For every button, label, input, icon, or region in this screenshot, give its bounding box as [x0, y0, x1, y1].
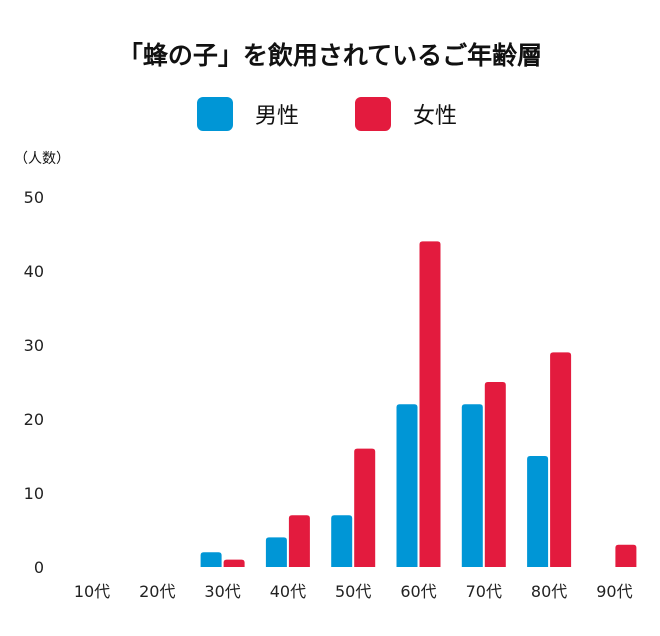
x-tick-label: 60代: [400, 582, 436, 601]
x-tick-label: 30代: [204, 582, 240, 601]
y-tick-label: 0: [34, 558, 44, 577]
bar-female-50代: [354, 448, 376, 567]
legend-item-male: 男性: [197, 97, 299, 131]
bar-male-80代: [527, 456, 549, 567]
y-tick-label: 30: [24, 336, 44, 355]
bar-female-70代: [484, 382, 506, 567]
y-tick-label: 20: [24, 410, 44, 429]
bar-female-40代: [288, 515, 310, 567]
x-tick-label: 20代: [139, 582, 175, 601]
legend-item-female: 女性: [355, 97, 457, 131]
bar-female-60代: [419, 241, 441, 567]
chart-title: 「蜂の子」を飲用されているご年齢層: [117, 41, 543, 70]
bar-male-40代: [265, 537, 287, 567]
x-tick-label: 40代: [270, 582, 306, 601]
bar-male-60代: [396, 404, 418, 567]
y-axis-label: （人数）: [14, 151, 70, 167]
x-tick-label: 90代: [596, 582, 632, 601]
x-tick-label: 80代: [531, 582, 567, 601]
bar-female-30代: [223, 559, 245, 567]
legend-label-female: 女性: [413, 104, 458, 129]
y-tick-label: 10: [24, 484, 44, 503]
x-tick-label: 50代: [335, 582, 371, 601]
y-tick-label: 40: [24, 262, 44, 281]
legend-label-male: 男性: [255, 104, 300, 129]
x-tick-label: 10代: [74, 582, 110, 601]
legend-swatch-male: [197, 97, 233, 131]
x-tick-label: 70代: [466, 582, 502, 601]
bar-male-50代: [331, 515, 353, 567]
legend-swatch-female: [355, 97, 391, 131]
y-tick-label: 50: [24, 188, 44, 207]
bar-male-70代: [461, 404, 483, 567]
bar-female-80代: [550, 352, 572, 567]
bar-female-90代: [615, 544, 637, 567]
bar-male-30代: [200, 552, 222, 567]
